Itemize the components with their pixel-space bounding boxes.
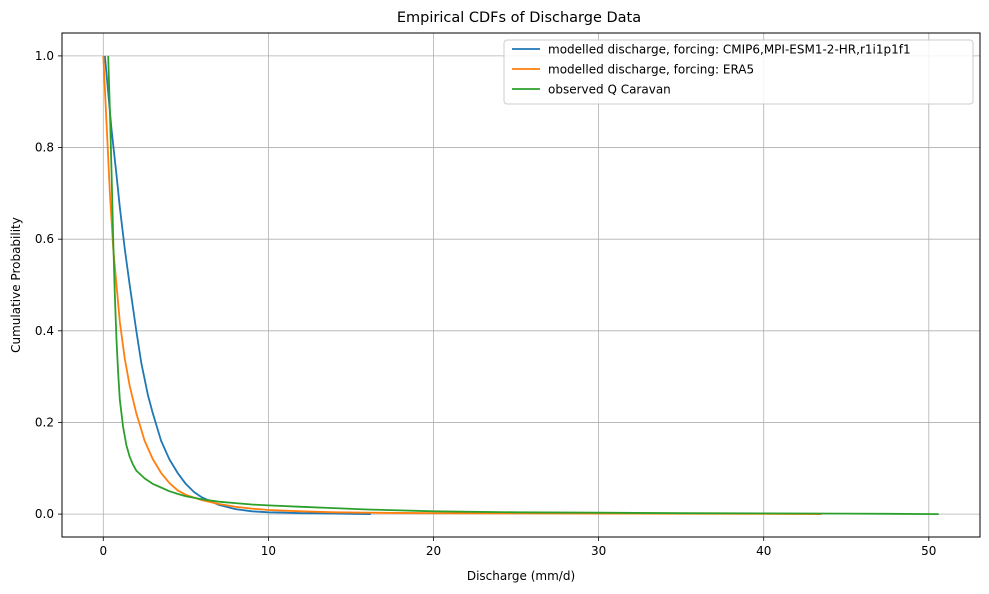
legend-box	[503, 39, 974, 105]
legend-label-0: modelled discharge, forcing: CMIP6,MPI-E…	[548, 43, 911, 57]
y-tick-label: 1.0	[35, 49, 54, 63]
legend-label-1: modelled discharge, forcing: ERA5	[548, 63, 754, 77]
y-tick-label: 0.4	[35, 324, 54, 338]
series-line-1	[102, 55, 822, 515]
x-axis-label: Discharge (mm/d)	[467, 569, 575, 583]
series-line-0	[104, 55, 371, 515]
x-tick-label: 50	[921, 544, 936, 558]
x-tick-label: 40	[756, 544, 771, 558]
series-line-2	[107, 55, 939, 515]
plot-frame	[61, 32, 981, 538]
x-tick-label: 10	[261, 544, 276, 558]
legend: modelled discharge, forcing: CMIP6,MPI-E…	[503, 39, 974, 105]
y-tick-label: 0.0	[35, 507, 54, 521]
y-tick-label: 0.2	[35, 415, 54, 429]
tick-layer: 0 10 20 30 40 50 0.0 0.2 0.4 0.6 0.8 1.0	[35, 49, 937, 558]
chart-title: Empirical CDFs of Discharge Data	[397, 10, 641, 26]
legend-label-2: observed Q Caravan	[548, 83, 671, 97]
series-layer	[102, 55, 939, 515]
x-tick-label: 30	[591, 544, 606, 558]
x-tick-label: 0	[99, 544, 107, 558]
y-tick-label: 0.8	[35, 141, 54, 155]
y-tick-label: 0.6	[35, 232, 54, 246]
y-axis-label: Cumulative Probability	[9, 217, 23, 353]
x-tick-label: 20	[426, 544, 441, 558]
legend-items: modelled discharge, forcing: CMIP6,MPI-E…	[512, 43, 911, 97]
